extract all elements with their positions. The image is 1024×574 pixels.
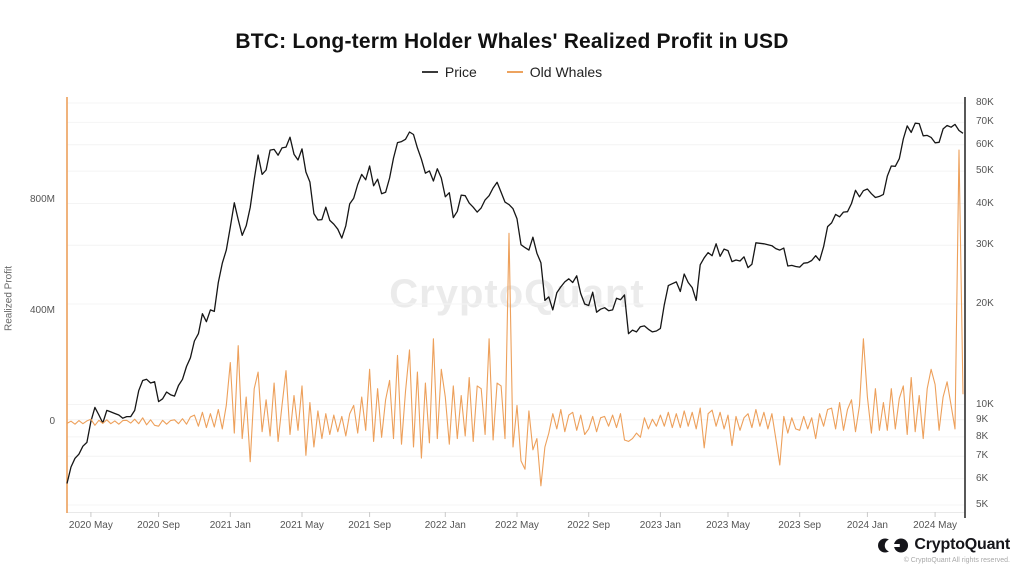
price-line-series[interactable] bbox=[66, 122, 964, 484]
legend-item-price[interactable]: Price bbox=[421, 64, 477, 80]
copyright-text: © CryptoQuant All rights reserved. bbox=[903, 557, 1010, 564]
x-axis-tick-label: 2023 May bbox=[706, 520, 750, 531]
x-axis-tick-label: 2020 Sep bbox=[137, 520, 180, 531]
x-axis-tick-label: 2021 Sep bbox=[348, 520, 392, 531]
legend-item-old-whales[interactable]: Old Whales bbox=[506, 64, 603, 80]
left-axis-tick-label: 800M bbox=[29, 194, 55, 205]
old-whales-line-swatch bbox=[506, 71, 523, 73]
x-axis-tick-label: 2020 May bbox=[68, 520, 113, 531]
right-axis-tick-label: 20K bbox=[976, 298, 994, 309]
x-axis-tick-label: 2022 Sep bbox=[567, 520, 611, 531]
x-axis-tick-label: 2022 May bbox=[495, 520, 539, 531]
legend-label-price: Price bbox=[444, 64, 477, 80]
footer-branding: CryptoQuant © CryptoQuant All rights res… bbox=[878, 536, 1010, 564]
right-axis-tick-label: 40K bbox=[976, 197, 994, 209]
right-axis-tick-label: 60K bbox=[976, 138, 994, 150]
x-axis-tick-label: 2021 Jan bbox=[209, 520, 251, 531]
x-axis-tick-label: 2023 Jan bbox=[639, 520, 681, 531]
legend-label-old-whales: Old Whales bbox=[529, 64, 603, 80]
right-axis-tick-label: 5K bbox=[976, 499, 989, 510]
right-axis-tick-label: 6K bbox=[976, 472, 989, 484]
legend: Price Old Whales bbox=[0, 64, 1024, 80]
x-axis-tick-label: 2024 May bbox=[913, 520, 958, 531]
chart-title: BTC: Long-term Holder Whales' Realized P… bbox=[235, 30, 789, 53]
right-axis-tick-label: 50K bbox=[976, 165, 994, 177]
x-axis-tick-label: 2021 May bbox=[279, 520, 324, 531]
left-axis-tick-label: 0 bbox=[49, 416, 55, 427]
left-axis-tick-label: 400M bbox=[29, 305, 55, 316]
x-axis-tick-label: 2024 Jan bbox=[846, 520, 888, 531]
x-axis-tick-label: 2023 Sep bbox=[778, 520, 822, 531]
cryptoquant-logo-icon bbox=[878, 537, 909, 553]
price-line-swatch bbox=[421, 71, 438, 73]
right-axis-tick-label: 10K bbox=[976, 398, 994, 410]
brand-name: CryptoQuant bbox=[914, 536, 1010, 553]
old-whales-series[interactable] bbox=[66, 149, 964, 487]
right-axis-tick-label: 30K bbox=[976, 239, 994, 251]
right-axis-tick-label: 9K bbox=[976, 413, 989, 425]
right-axis-tick-label: 70K bbox=[976, 116, 994, 128]
x-axis-tick-label: 2022 Jan bbox=[424, 520, 466, 531]
right-axis-tick-label: 7K bbox=[976, 450, 989, 462]
right-axis-tick-label: 8K bbox=[976, 430, 989, 442]
right-axis-tick-label: 80K bbox=[976, 97, 994, 108]
